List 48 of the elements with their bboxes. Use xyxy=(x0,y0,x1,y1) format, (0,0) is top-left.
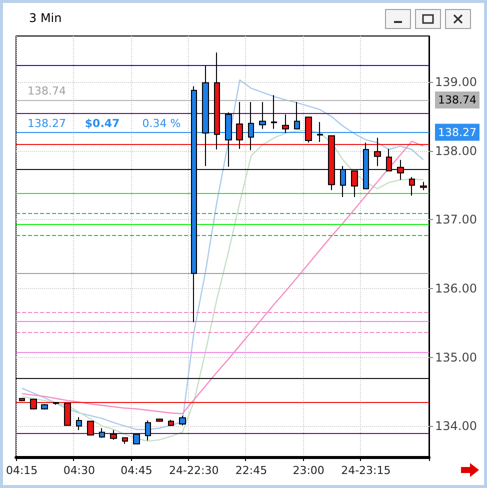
x-tick-label: 24-23:15 xyxy=(341,464,391,477)
candlestick xyxy=(317,121,323,142)
x-tick-label: 04:15 xyxy=(6,464,38,477)
candlestick xyxy=(259,102,266,130)
chart-title: 3 Min xyxy=(29,11,62,25)
candlestick xyxy=(282,114,289,134)
candlestick xyxy=(191,86,197,323)
ref-line-label: 138.27 xyxy=(438,126,476,139)
candlestick xyxy=(168,419,174,427)
y-tick-label: 139.00 xyxy=(435,75,477,90)
candlestick xyxy=(271,94,277,130)
candlestick xyxy=(110,430,117,440)
annotation: 0.34 % xyxy=(142,116,181,130)
x-tick-label: 22:45 xyxy=(235,464,268,477)
x-tick-label: 04:30 xyxy=(63,464,96,477)
candlestick xyxy=(340,166,346,198)
x-tick-label: 23:00 xyxy=(292,464,324,477)
candlestick xyxy=(133,434,140,444)
x-tick-label: 24-22:30 xyxy=(169,464,219,477)
candlestick xyxy=(248,102,254,151)
candlestick xyxy=(99,428,105,438)
y-tick-label: 136.00 xyxy=(435,281,477,296)
candlestick xyxy=(156,418,163,422)
candlestick xyxy=(294,102,300,130)
candlestick xyxy=(351,170,358,198)
line-series xyxy=(21,79,424,430)
candlestick xyxy=(76,416,82,431)
candlestick xyxy=(225,112,232,168)
candlestick xyxy=(420,181,427,191)
annotation: $0.47 xyxy=(84,116,120,130)
annotation: 138.27 xyxy=(28,116,66,130)
candlestick xyxy=(363,142,369,190)
candlestick xyxy=(122,437,128,444)
candlestick xyxy=(145,420,151,441)
candlestick xyxy=(386,148,392,172)
y-tick-label: 138.00 xyxy=(435,144,477,158)
y-tick-label: 137.00 xyxy=(435,212,477,227)
ref-line-label: 138.74 xyxy=(438,93,476,106)
candlestick xyxy=(179,415,186,426)
x-tick-label: 04:45 xyxy=(120,464,152,477)
candlestick xyxy=(409,176,415,196)
candlestick xyxy=(87,420,94,436)
y-tick-label: 134.00 xyxy=(435,419,477,434)
candlestick xyxy=(202,65,209,167)
annotation: 138.74 xyxy=(28,84,66,98)
candlestick xyxy=(397,159,404,180)
y-tick-label: 135.00 xyxy=(435,350,477,364)
candlestick xyxy=(41,404,48,410)
